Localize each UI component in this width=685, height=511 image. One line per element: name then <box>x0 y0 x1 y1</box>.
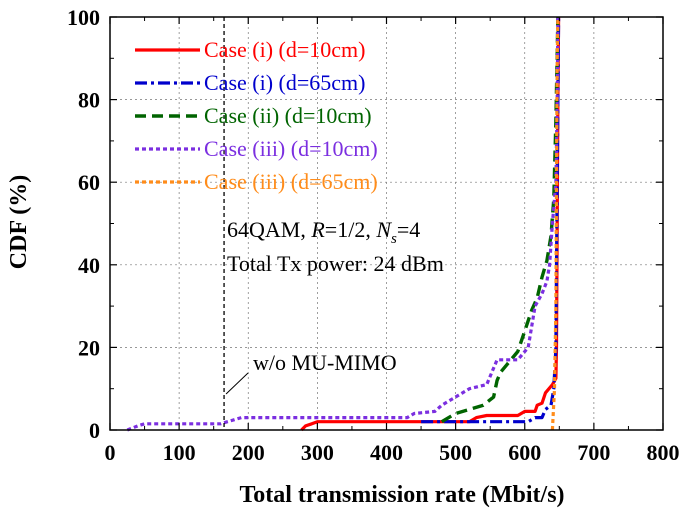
y-tick-label: 40 <box>78 253 100 278</box>
y-tick-label: 20 <box>78 335 100 360</box>
power-annotation: Total Tx power: 24 dBm <box>227 251 444 276</box>
streams-symbol: N <box>375 217 392 242</box>
x-tick-label: 700 <box>577 440 610 465</box>
y-tick-label: 80 <box>78 88 100 113</box>
streams-value: =4 <box>397 217 420 242</box>
plot-series <box>126 16 561 432</box>
reference-label-pointer <box>225 372 249 395</box>
rate-symbol: R <box>310 217 325 242</box>
y-axis-title: CDF (%) <box>6 175 32 269</box>
axis-ticks: 0 100 200 300 400 500 600 700 800 0 20 40 60 80 100 <box>67 5 680 465</box>
modulation-prefix: 64QAM, <box>227 217 311 242</box>
series-line-5 <box>550 16 560 431</box>
legend-label-3: Case (ii) (d=10cm) <box>204 103 372 128</box>
series-line-3 <box>440 16 560 424</box>
x-tick-label: 400 <box>370 440 403 465</box>
legend-label-4: Case (iii) (d=10cm) <box>204 136 378 161</box>
reference-label: w/o MU-MIMO <box>253 350 397 375</box>
x-tick-label: 200 <box>232 440 265 465</box>
legend-label-2: Case (i) (d=65cm) <box>204 70 365 95</box>
x-tick-label: 100 <box>163 440 196 465</box>
x-tick-label: 600 <box>508 440 541 465</box>
legend: Case (i) (d=10cm) Case (i) (d=65cm) Case (… <box>135 37 378 194</box>
plot-gridlines <box>110 17 663 430</box>
y-tick-label: 0 <box>89 418 100 443</box>
rate-value: =1/2, <box>325 217 377 242</box>
y-tick-label: 100 <box>67 5 100 30</box>
x-tick-label: 500 <box>439 440 472 465</box>
legend-label-1: Case (i) (d=10cm) <box>204 37 365 62</box>
x-axis-title: Total transmission rate (Mbit/s) <box>239 482 564 508</box>
legend-label-5: Case (iii) (d=65cm) <box>204 169 378 194</box>
x-tick-label: 800 <box>647 440 680 465</box>
y-tick-label: 60 <box>78 170 100 195</box>
x-tick-label: 0 <box>105 440 116 465</box>
x-tick-label: 300 <box>301 440 334 465</box>
series-line-2 <box>421 16 561 424</box>
modulation-annotation: 64QAM, R=1/2, Ns=4 <box>227 217 420 247</box>
streams-subscript: s <box>391 231 397 247</box>
